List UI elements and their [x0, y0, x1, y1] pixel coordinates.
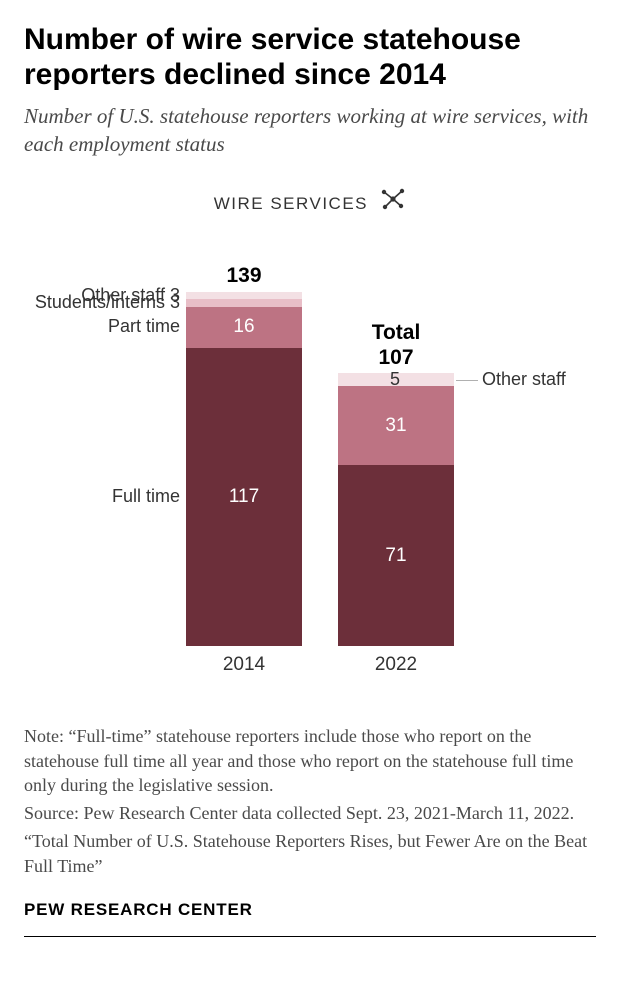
annotation-students: Students/interns 3	[35, 292, 180, 313]
segment-value-other: 5	[390, 369, 400, 390]
footnote-note: Note: “Full-time” statehouse reporters i…	[24, 724, 596, 797]
annotation-other: Other staff	[482, 369, 566, 390]
footnote-source: Source: Pew Research Center data collect…	[24, 801, 596, 825]
chart-area: WIRE SERVICES 201413916117Other staff 3S…	[24, 186, 596, 706]
chart-subtitle: Number of U.S. statehouse reporters work…	[24, 103, 596, 158]
footnotes: Note: “Full-time” statehouse reporters i…	[24, 724, 596, 878]
segment-other	[186, 292, 302, 300]
annotation-part: Part time	[108, 316, 180, 337]
wire-services-icon	[380, 186, 406, 212]
chart-category-label: WIRE SERVICES	[214, 194, 368, 213]
bars-container: 201413916117Other staff 3Students/intern…	[24, 224, 596, 684]
chart-category-header: WIRE SERVICES	[24, 186, 596, 214]
bar-total-label: Total107	[338, 321, 454, 369]
x-axis-label: 2022	[338, 654, 454, 676]
segment-part: 16	[186, 307, 302, 348]
x-axis-label: 2014	[186, 654, 302, 676]
segment-full: 71	[338, 465, 454, 646]
segment-part: 31	[338, 386, 454, 465]
leader-line	[456, 380, 478, 381]
segment-full: 117	[186, 348, 302, 646]
chart-title: Number of wire service statehouse report…	[24, 22, 596, 93]
bottom-rule	[24, 936, 596, 937]
annotation-full: Full time	[112, 486, 180, 507]
brand-label: PEW RESEARCH CENTER	[24, 900, 596, 920]
bar-2022: Total1073171	[338, 373, 454, 646]
bar-total-label: 139	[186, 264, 302, 288]
footnote-reference: “Total Number of U.S. Statehouse Reporte…	[24, 829, 596, 878]
segment-students	[186, 299, 302, 307]
bar-2014: 13916117	[186, 292, 302, 646]
